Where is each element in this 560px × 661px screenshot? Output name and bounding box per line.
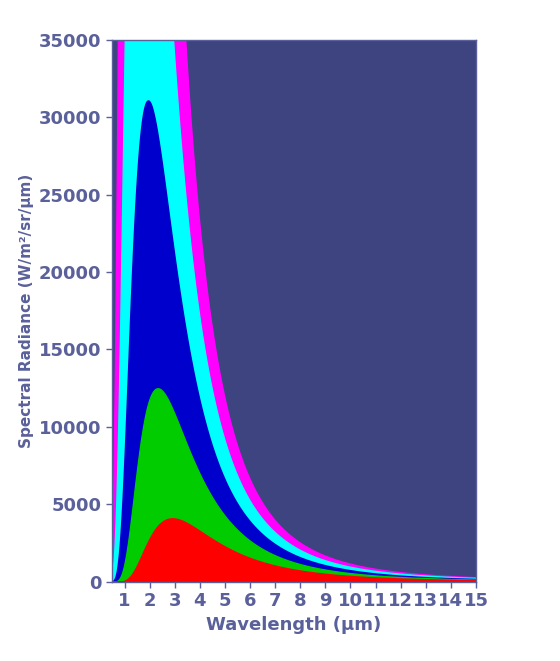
X-axis label: Wavelength (μm): Wavelength (μm) [207,615,381,634]
Y-axis label: Spectral Radiance (W/m²/sr/μm): Spectral Radiance (W/m²/sr/μm) [18,174,34,447]
